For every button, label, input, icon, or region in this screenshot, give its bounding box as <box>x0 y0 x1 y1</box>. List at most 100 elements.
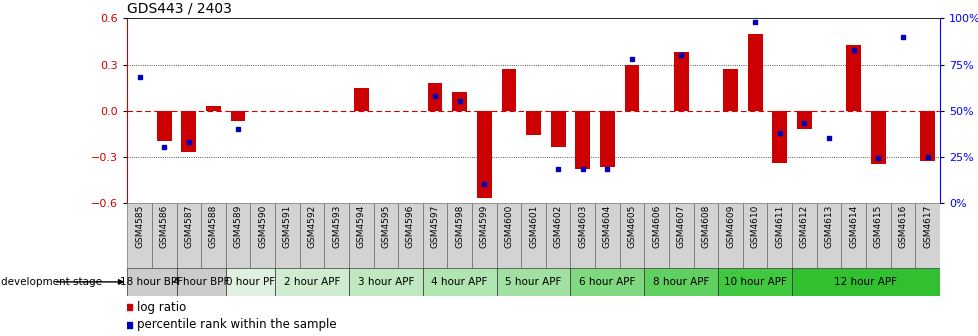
Text: GSM4597: GSM4597 <box>430 205 439 248</box>
Bar <box>742 203 767 268</box>
Bar <box>673 52 688 111</box>
Text: GSM4589: GSM4589 <box>234 205 243 248</box>
Text: 5 hour APF: 5 hour APF <box>505 277 561 287</box>
Bar <box>348 203 374 268</box>
Text: GSM4614: GSM4614 <box>848 205 858 248</box>
Text: 2 hour APF: 2 hour APF <box>284 277 339 287</box>
Text: GSM4593: GSM4593 <box>332 205 340 248</box>
Text: GSM4610: GSM4610 <box>750 205 759 248</box>
Bar <box>791 268 939 296</box>
Bar <box>348 268 422 296</box>
Text: GSM4602: GSM4602 <box>554 205 562 248</box>
Bar <box>471 203 496 268</box>
Bar <box>447 203 471 268</box>
Text: 8 hour APF: 8 hour APF <box>652 277 709 287</box>
Bar <box>718 203 742 268</box>
Bar <box>226 203 250 268</box>
Bar <box>496 203 520 268</box>
Bar <box>718 268 791 296</box>
Text: GSM4588: GSM4588 <box>208 205 218 248</box>
Text: 12 hour APF: 12 hour APF <box>833 277 897 287</box>
Text: GSM4600: GSM4600 <box>504 205 512 248</box>
Text: percentile rank within the sample: percentile rank within the sample <box>137 319 336 331</box>
Bar <box>152 203 176 268</box>
Bar <box>299 203 324 268</box>
Bar <box>324 203 348 268</box>
Text: GSM4590: GSM4590 <box>258 205 267 248</box>
Bar <box>791 203 816 268</box>
Text: GSM4605: GSM4605 <box>627 205 636 248</box>
Bar <box>181 111 196 152</box>
Bar <box>496 268 570 296</box>
Bar <box>595 203 619 268</box>
Bar <box>551 111 565 148</box>
Text: GSM4617: GSM4617 <box>922 205 931 248</box>
Bar <box>570 268 644 296</box>
Bar <box>353 88 368 111</box>
Bar <box>570 203 595 268</box>
Text: GSM4606: GSM4606 <box>651 205 660 248</box>
Text: GSM4612: GSM4612 <box>799 205 808 248</box>
Bar <box>914 203 939 268</box>
Bar <box>476 111 491 198</box>
Bar <box>866 203 890 268</box>
Bar <box>644 203 668 268</box>
Bar <box>501 69 515 111</box>
Bar <box>845 45 861 111</box>
Text: 6 hour APF: 6 hour APF <box>579 277 635 287</box>
Text: GSM4603: GSM4603 <box>578 205 587 248</box>
Bar <box>156 111 171 141</box>
Bar <box>575 111 590 169</box>
Text: GSM4598: GSM4598 <box>455 205 464 248</box>
Text: 18 hour BPF: 18 hour BPF <box>120 277 183 287</box>
Text: GSM4592: GSM4592 <box>307 205 316 248</box>
Text: 0 hour PF: 0 hour PF <box>226 277 275 287</box>
Text: GSM4599: GSM4599 <box>479 205 488 248</box>
Bar <box>816 203 840 268</box>
Bar <box>452 92 467 111</box>
Bar <box>619 203 644 268</box>
Bar <box>275 268 348 296</box>
Text: GDS443 / 2403: GDS443 / 2403 <box>127 2 232 16</box>
Bar <box>840 203 866 268</box>
Bar <box>127 203 152 268</box>
Bar <box>600 111 614 167</box>
Bar <box>772 111 786 163</box>
Text: GSM4608: GSM4608 <box>700 205 710 248</box>
Bar <box>870 111 885 164</box>
Text: GSM4615: GSM4615 <box>873 205 882 248</box>
Bar <box>250 203 275 268</box>
Bar <box>427 83 442 111</box>
Text: GSM4591: GSM4591 <box>283 205 291 248</box>
Text: GSM4611: GSM4611 <box>775 205 783 248</box>
Text: GSM4613: GSM4613 <box>823 205 832 248</box>
Bar <box>205 106 221 111</box>
Bar <box>546 203 570 268</box>
Text: 4 hour BPF: 4 hour BPF <box>173 277 229 287</box>
Text: log ratio: log ratio <box>137 301 186 314</box>
Bar <box>525 111 541 135</box>
Bar <box>747 34 762 111</box>
Bar <box>668 203 692 268</box>
Bar <box>520 203 546 268</box>
Bar <box>226 268 275 296</box>
Bar <box>624 65 639 111</box>
Bar <box>422 203 447 268</box>
Text: 3 hour APF: 3 hour APF <box>357 277 414 287</box>
Bar <box>176 268 226 296</box>
Bar <box>275 203 299 268</box>
Bar <box>231 111 245 121</box>
Bar <box>692 203 718 268</box>
Bar <box>796 111 811 129</box>
Text: GSM4586: GSM4586 <box>159 205 168 248</box>
Bar <box>127 268 176 296</box>
Bar <box>890 203 914 268</box>
Bar <box>398 203 422 268</box>
Bar <box>723 69 737 111</box>
Text: 10 hour APF: 10 hour APF <box>723 277 785 287</box>
Text: GSM4604: GSM4604 <box>602 205 611 248</box>
Bar <box>200 203 226 268</box>
Text: 4 hour APF: 4 hour APF <box>431 277 487 287</box>
Text: GSM4607: GSM4607 <box>676 205 686 248</box>
Bar <box>919 111 934 161</box>
